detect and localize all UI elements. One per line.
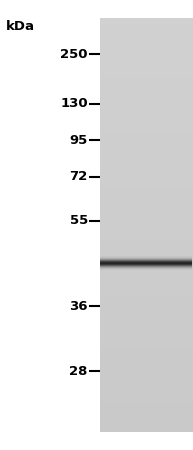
Text: 36: 36 xyxy=(69,300,88,312)
Text: 95: 95 xyxy=(69,134,88,147)
Text: 130: 130 xyxy=(60,97,88,110)
Text: kDa: kDa xyxy=(6,20,35,33)
Text: 55: 55 xyxy=(69,214,88,227)
Text: 250: 250 xyxy=(60,48,88,60)
Text: 28: 28 xyxy=(69,365,88,378)
Text: 72: 72 xyxy=(69,171,88,183)
